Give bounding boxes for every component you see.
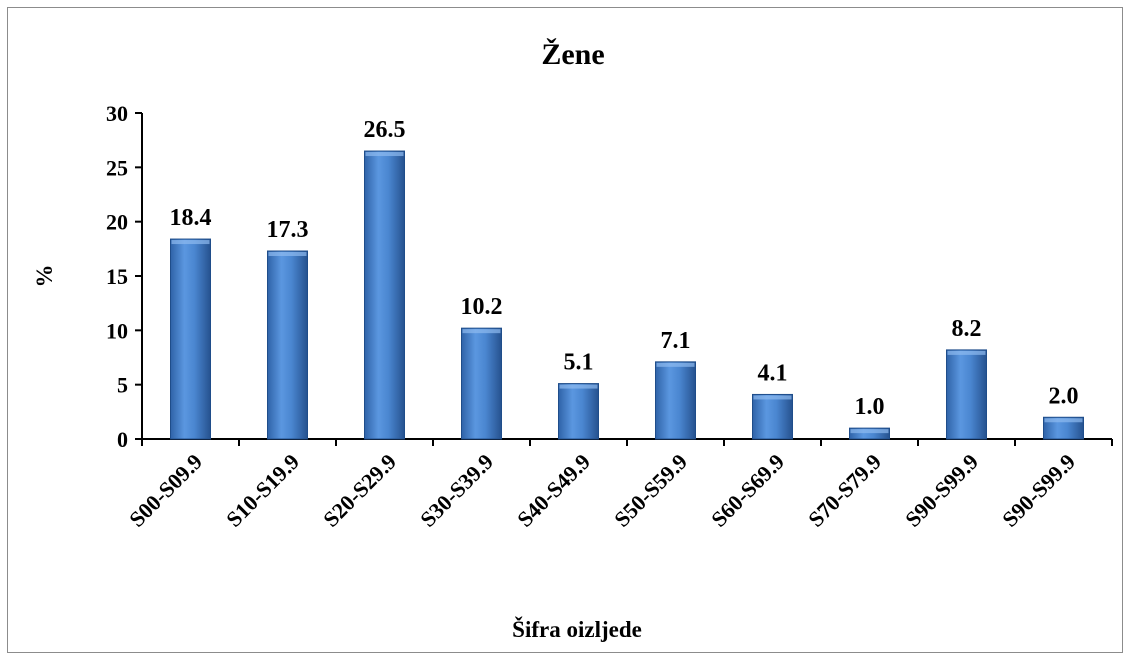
- category-label: S10-S19.9: [221, 449, 304, 532]
- x-axis-title: Šifra oizljede: [512, 616, 642, 642]
- bar: [655, 361, 696, 440]
- y-tick-label: 10: [106, 318, 128, 343]
- data-label: 2.0: [1049, 383, 1079, 409]
- y-tick-label: 30: [106, 101, 128, 126]
- bar-highlight: [365, 152, 404, 157]
- data-labels: 18.4 17.3 26.5 10.2 5.1 7.1 4.1 1.0 8.2 2.0: [170, 117, 1079, 420]
- data-label: 5.1: [564, 350, 594, 376]
- bar-highlight: [171, 240, 210, 245]
- category-label: S30-S39.9: [415, 449, 498, 532]
- bar: [461, 327, 502, 440]
- bar: [364, 150, 405, 440]
- category-label: S40-S49.9: [512, 449, 595, 532]
- data-label: 10.2: [461, 294, 503, 320]
- data-label: 4.1: [758, 360, 788, 386]
- category-label: S70-S79.9: [803, 449, 886, 532]
- bar-highlight: [753, 395, 792, 400]
- bar: [558, 383, 599, 440]
- bar-highlight: [656, 362, 695, 367]
- data-label: 1.0: [855, 394, 885, 420]
- bar-highlight: [462, 329, 501, 334]
- y-axis: 0 5 10 15 20 25 30: [106, 101, 143, 452]
- category-label: S50-S59.9: [609, 449, 692, 532]
- bar-highlight: [268, 252, 307, 257]
- category-labels: S00-S09.9 S10-S19.9 S20-S29.9 S30-S39.9 S40-…: [124, 449, 1080, 532]
- x-axis: [141, 438, 1113, 446]
- chart-title: Žene: [541, 38, 604, 71]
- bar-highlight: [559, 384, 598, 389]
- bar: [849, 427, 890, 440]
- category-label: S90-S99.9: [997, 449, 1080, 532]
- y-tick-label: 25: [106, 155, 128, 180]
- y-tick-label: 20: [106, 210, 128, 235]
- y-tick-label: 5: [117, 373, 128, 398]
- bars: [170, 150, 1084, 440]
- bar: [946, 349, 987, 440]
- data-label: 26.5: [364, 117, 406, 143]
- bar: [1043, 416, 1084, 440]
- data-label: 18.4: [170, 205, 212, 231]
- data-label: 8.2: [952, 316, 982, 342]
- category-label: S60-S69.9: [706, 449, 789, 532]
- category-label: S20-S29.9: [318, 449, 401, 532]
- bar-highlight: [947, 350, 986, 355]
- bar-highlight: [850, 429, 889, 434]
- y-tick-label: 15: [106, 264, 128, 289]
- bar: [267, 250, 308, 440]
- bar: [752, 393, 793, 440]
- bar-highlight: [1044, 418, 1083, 423]
- bar: [170, 238, 211, 440]
- data-label: 17.3: [267, 217, 309, 243]
- category-label: S90-S99.9: [900, 449, 983, 532]
- category-label: S00-S09.9: [124, 449, 207, 532]
- data-label: 7.1: [661, 328, 691, 354]
- y-tick-label: 0: [117, 427, 128, 452]
- y-axis-title: %: [32, 265, 57, 288]
